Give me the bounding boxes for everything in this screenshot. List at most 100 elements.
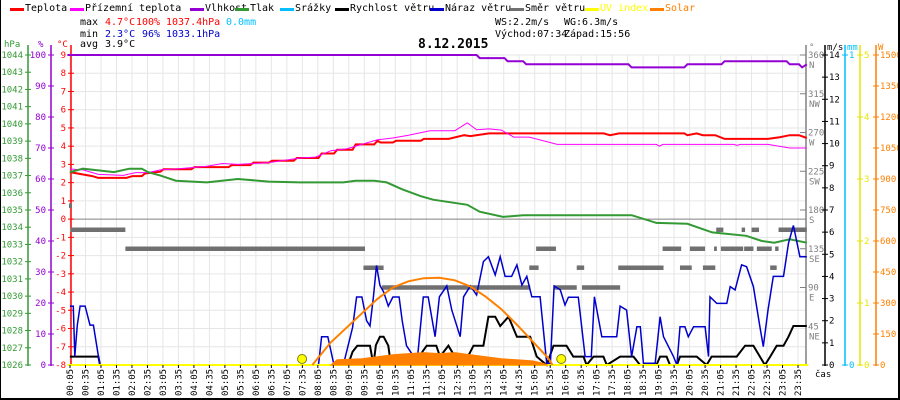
time-tick-label: 14:35	[515, 369, 525, 396]
ms-unit-label: m/s	[827, 43, 843, 53]
time-tick-label: 23:05	[779, 369, 789, 396]
time-tick-label: 00:05	[66, 369, 76, 396]
uv-tick-label: 1	[864, 299, 869, 309]
stat-sunset: Západ:15:56	[564, 29, 631, 40]
ms-tick-label: 4	[829, 272, 834, 282]
w-tick-label: 600	[880, 237, 896, 247]
stat-min-pressure: 1033.1hPa	[166, 29, 221, 40]
legend-swatch	[70, 8, 84, 11]
stat-avg-label: avg	[80, 39, 99, 50]
time-tick-label: 06:35	[267, 369, 277, 396]
temp-tick-label: 1	[61, 197, 66, 207]
series-rychlost-v-tru	[69, 314, 807, 367]
dir-tick-label: 45	[808, 322, 819, 332]
w-tick-label: 1050	[880, 144, 900, 154]
time-tick-label: 18:35	[639, 369, 649, 396]
stat-wind-gust: WG:6.3m/s	[564, 17, 619, 28]
temp-tick-label: 0	[61, 215, 66, 225]
stat-sunrise: Východ:07:34	[495, 29, 568, 40]
ms-tick-label: 2	[829, 317, 834, 327]
pct-tick-label: 10	[35, 330, 46, 340]
legend-label: Solar	[665, 3, 696, 14]
series-solar-actual-	[329, 352, 549, 366]
legend-swatch	[335, 8, 349, 11]
uv-tick-label: 4	[864, 113, 869, 123]
time-tick-label: 05:35	[236, 369, 246, 396]
time-tick-label: 03:05	[159, 369, 169, 396]
dir-tick-label: 270	[808, 129, 824, 139]
temp-tick-label: 2	[61, 179, 66, 189]
legend-label: Teplota	[25, 3, 68, 14]
x-axis-label: čas	[815, 369, 831, 380]
dir-tick-label: 90	[808, 284, 819, 294]
temp-tick-label: 7	[61, 87, 66, 97]
legend-swatch	[190, 8, 204, 11]
time-tick-label: 21:05	[717, 369, 727, 396]
uv-tick-label: 2	[864, 237, 869, 247]
time-tick-label: 08:35	[329, 369, 339, 396]
hpa-tick-label: 1029	[1, 309, 23, 319]
pct-tick-label: 0	[41, 361, 46, 371]
dir-compass-label: S	[809, 216, 814, 226]
hpa-tick-label: 1033	[1, 240, 23, 250]
hpa-tick-label: 1032	[1, 258, 23, 268]
time-tick-label: 09:35	[360, 369, 370, 396]
ms-tick-label: 0	[829, 361, 834, 371]
ms-tick-label: 9	[829, 162, 834, 172]
time-tick-label: 11:35	[422, 369, 432, 396]
temp-tick-label: 9	[61, 51, 66, 61]
legend-label: Přízemní teplota	[85, 3, 182, 14]
w-tick-label: 750	[880, 206, 896, 216]
w-tick-label: 1350	[880, 82, 900, 92]
ms-tick-label: 3	[829, 295, 834, 305]
legend-label: UV index	[600, 3, 649, 14]
pct-tick-label: 50	[35, 206, 46, 216]
stat-max-temp: 4.7°C	[105, 17, 136, 28]
time-tick-label: 14:05	[500, 369, 510, 396]
legend-label: Tlak	[250, 3, 275, 14]
legend-swatch	[280, 8, 294, 11]
time-tick-label: 20:35	[701, 369, 711, 396]
dir-tick-label: 360	[808, 51, 824, 61]
dir-compass-label: E	[809, 294, 814, 304]
pct-unit-label: %	[38, 40, 44, 50]
pct-tick-label: 70	[35, 144, 46, 154]
time-tick-label: 17:05	[593, 369, 603, 396]
time-tick-label: 05:05	[221, 369, 231, 396]
uv-tick-label: 3	[864, 175, 869, 185]
w-tick-label: 300	[880, 299, 896, 309]
time-tick-label: 04:35	[205, 369, 215, 396]
time-tick-label: 07:05	[283, 369, 293, 396]
time-tick-label: 07:35	[298, 369, 308, 396]
time-tick-label: 22:35	[763, 369, 773, 396]
temp-tick-label: 4	[61, 142, 66, 152]
ms-tick-label: 13	[829, 73, 840, 83]
hpa-tick-label: 1030	[1, 292, 23, 302]
stat-min-humidity: 96%	[142, 29, 161, 40]
time-tick-label: 10:35	[391, 369, 401, 396]
stat-max-humidity: 100%	[136, 17, 161, 28]
stat-max-label: max	[80, 17, 99, 28]
pct-tick-label: 20	[35, 299, 46, 309]
legend-swatch	[430, 8, 444, 11]
pct-tick-label: 60	[35, 175, 46, 185]
temp-tick-label: 6	[61, 106, 66, 116]
series-teplota	[69, 132, 808, 179]
time-tick-label: 23:35	[794, 369, 804, 396]
time-tick-label: 16:35	[577, 369, 587, 396]
hpa-tick-label: 1035	[1, 206, 23, 216]
temp-tick-label: -3	[55, 270, 66, 280]
stat-max-pressure: 1037.4hPa	[166, 17, 221, 28]
legend-label: Náraz větru	[445, 3, 512, 14]
w-tick-label: 150	[880, 330, 896, 340]
time-tick-label: 18:05	[624, 369, 634, 396]
time-tick-label: 01:35	[112, 369, 122, 396]
temp-tick-label: 5	[61, 124, 66, 134]
time-tick-label: 03:35	[174, 369, 184, 396]
w-tick-label: 0	[880, 361, 885, 371]
hpa-tick-label: 1037	[1, 172, 23, 182]
legend-label: Rychlost větru	[350, 3, 435, 14]
dir-compass-label: SW	[809, 177, 820, 187]
hpa-tick-label: 1041	[1, 103, 23, 113]
